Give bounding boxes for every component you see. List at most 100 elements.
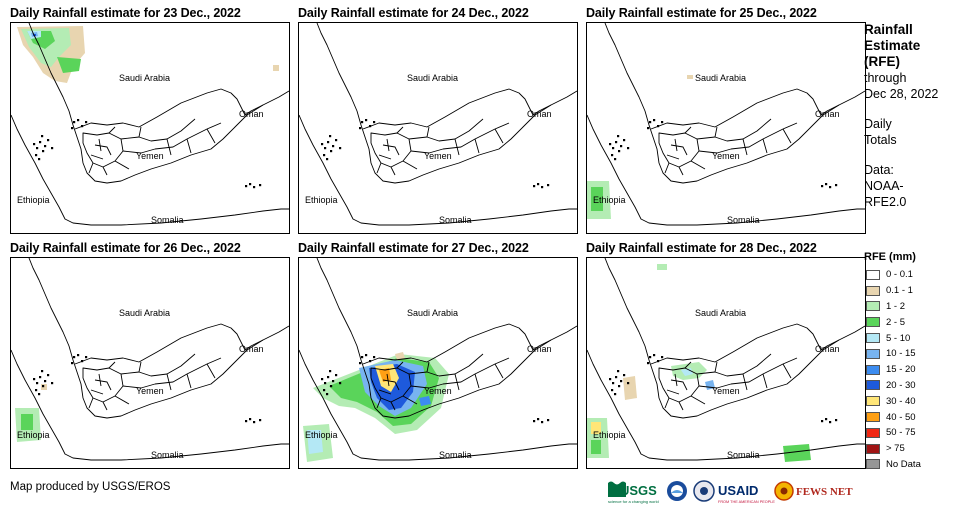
island-speck bbox=[41, 370, 44, 373]
country-border bbox=[11, 349, 289, 461]
country-border bbox=[604, 23, 865, 184]
country-border bbox=[138, 118, 222, 150]
country-border bbox=[587, 114, 865, 226]
island-speck bbox=[647, 127, 650, 130]
island-speck bbox=[35, 389, 38, 392]
panel-title: Daily Rainfall estimate for 28 Dec., 202… bbox=[586, 241, 817, 255]
yemen-label: Yemen bbox=[136, 151, 164, 161]
island-speck bbox=[326, 393, 329, 396]
island-speck bbox=[51, 382, 54, 385]
island-speck bbox=[657, 125, 660, 128]
rainfall-area bbox=[657, 264, 667, 270]
island-speck bbox=[821, 420, 824, 423]
island-speck bbox=[369, 360, 372, 363]
island-speck bbox=[73, 356, 76, 359]
island-speck bbox=[361, 356, 364, 359]
island-speck bbox=[369, 125, 372, 128]
island-speck bbox=[38, 158, 41, 161]
legend-item: 0.1 - 1 bbox=[866, 283, 921, 299]
island-speck bbox=[541, 421, 544, 424]
island-speck bbox=[829, 421, 832, 424]
ethiopia-label: Ethiopia bbox=[305, 195, 338, 205]
island-speck bbox=[649, 356, 652, 359]
island-speck bbox=[537, 183, 540, 186]
country-border bbox=[742, 128, 792, 156]
country-border bbox=[820, 104, 840, 116]
panel-title: Daily Rainfall estimate for 25 Dec., 202… bbox=[586, 6, 817, 20]
somalia-label: Somalia bbox=[151, 450, 184, 460]
island-speck bbox=[537, 418, 540, 421]
island-speck bbox=[533, 420, 536, 423]
legend-label: 1 - 2 bbox=[886, 300, 906, 312]
country-border bbox=[532, 339, 552, 351]
rainfall-map: Saudi Arabia Yemen Oman Ethiopia Somalia bbox=[298, 257, 578, 469]
island-speck bbox=[627, 147, 630, 150]
island-speck bbox=[618, 150, 621, 153]
daily-totals-line: Totals bbox=[864, 133, 897, 147]
island-speck bbox=[259, 419, 262, 422]
legend-swatch bbox=[866, 269, 880, 280]
country-border bbox=[362, 323, 534, 365]
island-speck bbox=[81, 360, 84, 363]
island-speck bbox=[623, 139, 626, 142]
island-speck bbox=[71, 127, 74, 130]
saudi-arabia-label: Saudi Arabia bbox=[407, 308, 458, 318]
island-speck bbox=[611, 154, 614, 157]
country-border bbox=[666, 373, 688, 395]
island-speck bbox=[617, 135, 620, 138]
legend-item: No Data bbox=[866, 457, 921, 473]
oman-label: Oman bbox=[239, 344, 264, 354]
somalia-label: Somalia bbox=[439, 215, 472, 225]
logos: USGS science for a changing world USAID … bbox=[608, 480, 853, 504]
country-border bbox=[11, 114, 289, 226]
island-speck bbox=[612, 147, 615, 150]
island-speck bbox=[44, 380, 47, 383]
through-date: Dec 28, 2022 bbox=[864, 87, 939, 101]
legend-swatch bbox=[866, 412, 880, 423]
island-speck bbox=[47, 374, 50, 377]
somalia-label: Somalia bbox=[439, 450, 472, 460]
ethiopia-label: Ethiopia bbox=[17, 430, 50, 440]
island-speck bbox=[547, 419, 550, 422]
legend-label: No Data bbox=[886, 458, 921, 470]
island-speck bbox=[332, 380, 335, 383]
legend-item: 20 - 30 bbox=[866, 378, 921, 394]
ethiopia-label: Ethiopia bbox=[593, 195, 626, 205]
country-border bbox=[378, 138, 400, 160]
island-speck bbox=[326, 158, 329, 161]
legend-item: 40 - 50 bbox=[866, 409, 921, 425]
rainfall-area bbox=[21, 414, 33, 430]
island-speck bbox=[323, 154, 326, 157]
island-speck bbox=[327, 141, 330, 144]
country-border bbox=[74, 323, 246, 365]
legend-item: 10 - 15 bbox=[866, 346, 921, 362]
country-border bbox=[378, 373, 400, 395]
island-speck bbox=[36, 382, 39, 385]
island-speck bbox=[253, 421, 256, 424]
yemen-label: Yemen bbox=[712, 151, 740, 161]
rainfall-map: Saudi Arabia Yemen Oman Ethiopia Somalia bbox=[10, 257, 290, 469]
rainfall-area bbox=[591, 422, 601, 434]
legend-title: RFE (mm) bbox=[864, 251, 916, 263]
data-source-line: RFE2.0 bbox=[864, 195, 907, 209]
island-speck bbox=[42, 385, 45, 388]
country-border bbox=[426, 118, 510, 150]
island-speck bbox=[335, 374, 338, 377]
island-speck bbox=[339, 147, 342, 150]
rainfall-area bbox=[591, 440, 601, 454]
legend-item: 50 - 75 bbox=[866, 425, 921, 441]
saudi-arabia-label: Saudi Arabia bbox=[695, 73, 746, 83]
island-speck bbox=[618, 385, 621, 388]
island-speck bbox=[77, 119, 80, 122]
island-speck bbox=[253, 186, 256, 189]
island-speck bbox=[373, 356, 376, 359]
country-border bbox=[650, 88, 822, 130]
usgs-tagline: science for a changing world bbox=[608, 499, 659, 504]
somalia-label: Somalia bbox=[727, 450, 760, 460]
island-speck bbox=[611, 389, 614, 392]
rfe-title-line: Rainfall bbox=[864, 22, 913, 37]
island-speck bbox=[835, 419, 838, 422]
ethiopia-label: Ethiopia bbox=[593, 430, 626, 440]
legend-label: 2 - 5 bbox=[886, 316, 906, 328]
legend-item: 5 - 10 bbox=[866, 330, 921, 346]
